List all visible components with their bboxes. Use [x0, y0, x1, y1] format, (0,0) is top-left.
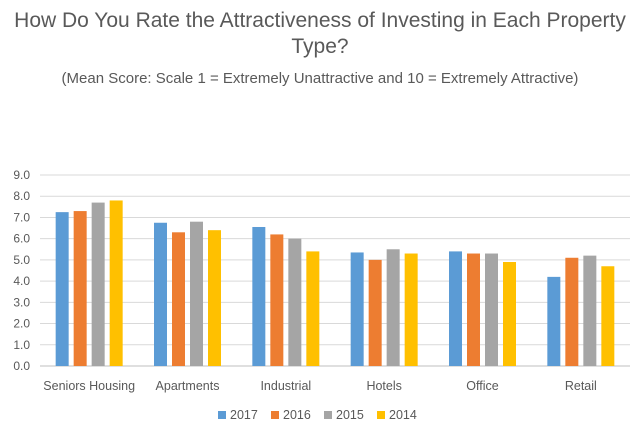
legend: 2017 2016 2015 2014: [218, 408, 417, 422]
y-tick-label: 4.0: [13, 274, 30, 288]
y-tick-label: 5.0: [13, 253, 30, 267]
bar-2016-retail: [565, 257, 579, 366]
legend-label: 2014: [389, 408, 417, 422]
chart-title: How Do You Rate the Attractiveness of In…: [14, 9, 626, 58]
legend-swatch-2016: [271, 411, 279, 419]
y-tick-label: 3.0: [13, 295, 30, 309]
bar-2014-industrial: [306, 251, 320, 366]
x-tick-label: Seniors Housing: [43, 379, 135, 393]
legend-swatch-2014: [377, 411, 385, 419]
y-tick-label: 8.0: [13, 189, 30, 203]
y-axis: 0.0 1.0 2.0 3.0 4.0 5.0 6.0 7.0 8.0 9.0: [13, 168, 30, 373]
chart-subtitle: (Mean Score: Scale 1 = Extremely Unattra…: [61, 70, 579, 87]
bar-2014-apartments: [208, 230, 221, 366]
bar-2016-industrial: [270, 234, 284, 366]
gridlines: [40, 174, 630, 367]
y-tick-label: 0.0: [13, 359, 30, 373]
y-tick-label: 2.0: [13, 317, 30, 331]
bar-2017-seniors-housing: [55, 212, 69, 366]
x-tick-label: Apartments: [156, 379, 220, 393]
bar-2015-hotels: [386, 249, 400, 366]
bar-2017-apartments: [154, 222, 167, 366]
bar-2017-retail: [547, 276, 561, 366]
x-tick-label: Hotels: [366, 379, 401, 393]
x-tick-label: Office: [466, 379, 498, 393]
bar-2017-hotels: [350, 252, 364, 366]
y-tick-label: 1.0: [13, 338, 30, 352]
x-tick-label: Industrial: [260, 379, 311, 393]
bar-2014-retail: [601, 266, 615, 366]
legend-label: 2015: [336, 408, 364, 422]
bar-2014-hotels: [404, 253, 418, 366]
x-tick-label: Retail: [565, 379, 597, 393]
bar-2015-retail: [583, 255, 597, 366]
bar-2017-industrial: [252, 226, 266, 366]
bar-2016-apartments: [172, 232, 185, 366]
legend-swatch-2017: [218, 411, 226, 419]
bar-2015-seniors-housing: [91, 202, 105, 366]
y-tick-label: 6.0: [13, 232, 30, 246]
y-tick-label: 7.0: [13, 210, 30, 224]
bar-2014-seniors-housing: [109, 200, 123, 366]
bar-2016-hotels: [368, 259, 382, 366]
legend-swatch-2015: [324, 411, 332, 419]
bar-2017-office: [449, 251, 462, 366]
bars: [55, 200, 615, 366]
bar-2015-apartments: [190, 221, 203, 366]
legend-label: 2016: [283, 408, 311, 422]
legend-label: 2017: [230, 408, 258, 422]
bar-2016-office: [467, 253, 480, 366]
bar-2014-office: [503, 262, 516, 366]
bar-2016-seniors-housing: [73, 211, 87, 366]
x-axis: Seniors Housing Apartments Industrial Hotel…: [43, 379, 597, 393]
bar-2015-office: [485, 253, 498, 366]
y-tick-label: 9.0: [13, 168, 30, 182]
bar-2015-industrial: [288, 238, 302, 366]
